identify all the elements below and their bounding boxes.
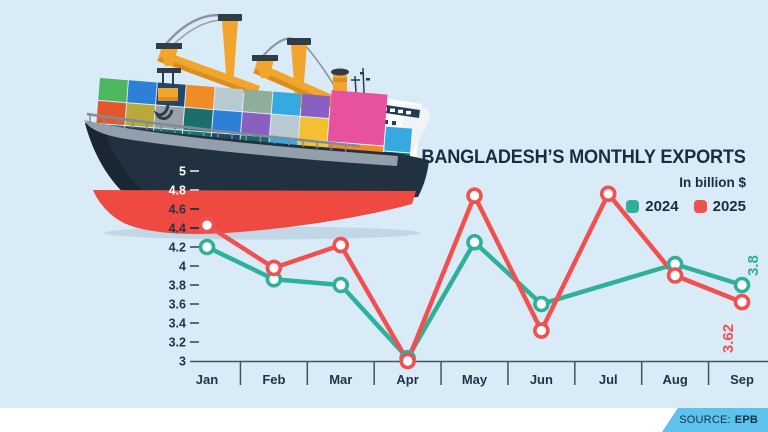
bottom-strip: SOURCE: EPB — [0, 408, 768, 432]
y-tick-label: 3.6 — [169, 298, 186, 312]
x-tick-label: Jul — [599, 372, 618, 387]
y-tick-label: 4.8 — [169, 184, 186, 198]
end-label-2025: 3.62 — [720, 324, 737, 353]
ship-hoist-hook — [153, 68, 181, 120]
marker-2024-May — [466, 233, 483, 251]
chart-legend: 2024 2025 — [397, 198, 746, 215]
x-tick-label: May — [462, 372, 488, 387]
y-tick-label: 4.4 — [169, 222, 186, 236]
x-tick-label: Sep — [730, 372, 754, 387]
marker-2024-Mar — [332, 276, 350, 294]
marker-2024-Jan — [198, 238, 216, 256]
y-tick-label: 4.6 — [169, 203, 186, 217]
y-tick-label: 3.8 — [169, 279, 186, 293]
y-tick-label: 3 — [179, 355, 186, 369]
chart-subtitle: In billion $ — [679, 175, 746, 190]
marker-2024-Jun — [533, 295, 550, 313]
chart-header: BANGLADESH’S MONTHLY EXPORTS In billion … — [397, 146, 746, 215]
line-2025 — [204, 191, 745, 364]
y-tick-label: 5 — [179, 165, 186, 179]
y-tick-label: 4.2 — [169, 241, 186, 255]
marker-2025-Sep — [733, 293, 751, 311]
legend-item-2025: 2025 — [693, 198, 746, 215]
source-value: EPB — [734, 414, 758, 426]
marker-2025-Apr — [399, 352, 416, 370]
x-tick-label: Feb — [262, 372, 285, 387]
source-label: SOURCE: — [679, 414, 731, 426]
x-tick-label: Jun — [530, 372, 553, 387]
source-badge: SOURCE: EPB — [662, 408, 768, 432]
legend-swatch-2025 — [693, 200, 707, 213]
legend-item-2024: 2024 — [626, 198, 679, 215]
legend-label-2024: 2024 — [645, 198, 679, 215]
x-tick-label: Mar — [329, 372, 352, 387]
marker-2025-Aug — [666, 267, 684, 284]
legend-label-2025: 2025 — [712, 198, 746, 215]
marker-2024-Sep — [733, 276, 751, 294]
marker-2025-Mar — [332, 236, 350, 254]
y-tick-label: 3.2 — [169, 336, 186, 350]
chart-title: BANGLADESH’S MONTHLY EXPORTS — [421, 146, 746, 168]
marker-2025-Feb — [265, 259, 283, 277]
y-tick-label: 3.4 — [169, 317, 186, 331]
ship-hull — [84, 112, 429, 234]
end-label-2024: 3.8 — [745, 255, 762, 276]
marker-2025-May — [466, 187, 483, 204]
x-tick-label: Aug — [662, 372, 687, 387]
x-tick-label: Apr — [396, 372, 418, 387]
x-tick-label: Jan — [196, 372, 218, 387]
marker-2025-Jul — [599, 185, 617, 203]
marker-2025-Jan — [198, 216, 216, 234]
y-tick-label: 4 — [179, 260, 186, 274]
legend-swatch-2024 — [626, 200, 640, 213]
marker-2025-Jun — [533, 322, 550, 339]
